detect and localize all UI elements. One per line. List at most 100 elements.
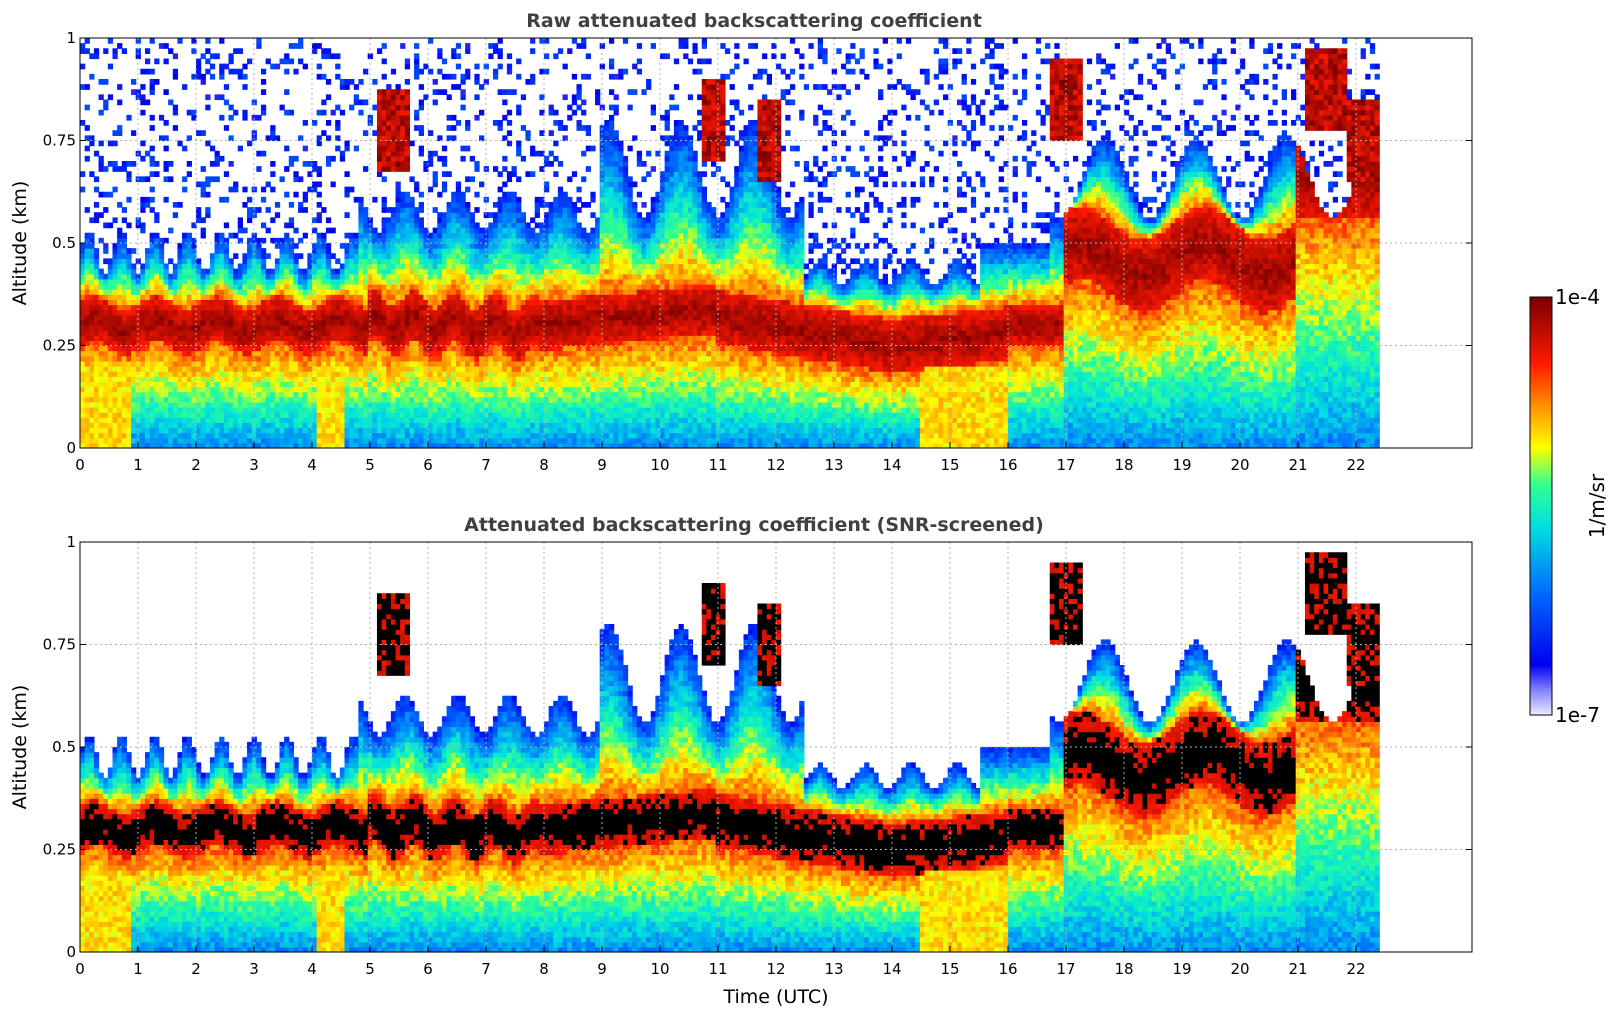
heatmap-cell: [177, 391, 183, 398]
heatmap-cell: [358, 79, 364, 85]
heatmap-cell: [539, 442, 545, 449]
heatmap-cell: [437, 360, 443, 367]
heatmap-cell: [182, 145, 188, 152]
heatmap-cell: [196, 284, 202, 290]
heatmap-cell: [117, 432, 123, 439]
heatmap-cell: [418, 325, 424, 331]
heatmap-cell: [93, 186, 100, 193]
heatmap-cell: [409, 366, 415, 372]
heatmap-cell: [367, 304, 373, 311]
heatmap-cell: [516, 109, 522, 116]
heatmap-cell: [325, 396, 332, 403]
heatmap-cell: [414, 53, 420, 60]
heatmap-cell: [539, 391, 545, 398]
heatmap-cell: [298, 360, 304, 367]
heatmap-cell: [177, 412, 183, 418]
heatmap-cell: [186, 360, 192, 367]
heatmap-cell: [404, 79, 411, 85]
heatmap-cell: [256, 150, 262, 157]
heatmap-cell: [186, 258, 192, 265]
heatmap-cell: [279, 422, 285, 429]
heatmap-cell: [293, 294, 299, 300]
heatmap-cell: [404, 407, 411, 413]
heatmap-cell: [330, 181, 336, 188]
heatmap-cell: [321, 407, 327, 413]
heatmap-cell: [321, 401, 327, 408]
heatmap-cell: [205, 268, 211, 275]
heatmap-cell: [274, 63, 281, 70]
heatmap-cell: [488, 53, 494, 60]
heatmap-cell: [492, 263, 499, 270]
heatmap-cell: [302, 350, 308, 357]
heatmap-cell: [93, 217, 100, 224]
heatmap-cell: [469, 217, 475, 224]
heatmap-cell: [89, 53, 95, 60]
heatmap-cell: [530, 263, 536, 270]
heatmap-cell: [298, 325, 304, 331]
heatmap-cell: [502, 135, 508, 142]
heatmap-cell: [260, 366, 267, 372]
heatmap-cell: [200, 381, 206, 388]
heatmap-cell: [237, 278, 243, 285]
heatmap-cell: [312, 442, 318, 449]
heatmap-cell: [344, 371, 350, 377]
heatmap-cell: [441, 319, 448, 326]
heatmap-cell: [400, 150, 406, 157]
heatmap-cell: [98, 407, 104, 413]
heatmap-cell: [144, 325, 151, 331]
heatmap-cell: [441, 155, 448, 162]
heatmap-cell: [325, 263, 332, 270]
heatmap-cell: [103, 340, 109, 347]
heatmap-cell: [530, 232, 536, 239]
heatmap-cell: [358, 99, 364, 106]
heatmap-cell: [400, 294, 406, 300]
heatmap-cell: [358, 232, 364, 239]
heatmap-cell: [219, 325, 225, 331]
heatmap-cell: [363, 278, 369, 285]
heatmap-cell: [209, 299, 216, 306]
heatmap-cell: [358, 391, 364, 398]
heatmap-cell: [460, 376, 466, 382]
heatmap-cell: [182, 401, 188, 408]
heatmap-cell: [520, 401, 527, 408]
heatmap-cell: [205, 412, 211, 418]
heatmap-cell: [196, 299, 202, 306]
heatmap-cell: [497, 304, 503, 311]
heatmap-cell: [177, 202, 183, 208]
heatmap-cell: [511, 314, 517, 321]
heatmap-cell: [353, 299, 359, 306]
heatmap-cell: [455, 366, 462, 372]
heatmap-cell: [516, 376, 522, 382]
heatmap-cell: [214, 427, 220, 434]
heatmap-cell: [479, 437, 485, 444]
heatmap-cell: [93, 202, 100, 208]
heatmap-cell: [390, 309, 397, 316]
heatmap-cell: [293, 366, 299, 372]
heatmap-cell: [302, 437, 308, 444]
heatmap-cell: [516, 432, 522, 439]
heatmap-cell: [219, 376, 225, 382]
heatmap-cell: [386, 253, 392, 259]
heatmap-cell: [293, 335, 299, 341]
heatmap-cell: [321, 391, 327, 398]
heatmap-cell: [121, 366, 127, 372]
heatmap-cell: [358, 309, 364, 316]
heatmap-cell: [274, 360, 281, 367]
heatmap-cell: [479, 237, 485, 244]
heatmap-cell: [321, 48, 327, 54]
heatmap-cell: [414, 422, 420, 429]
heatmap-cell: [349, 284, 355, 290]
heatmap-cell: [511, 258, 517, 265]
heatmap-cell: [223, 237, 230, 244]
heatmap-cell: [298, 273, 304, 280]
heatmap-cell: [335, 355, 341, 362]
heatmap-cell: [335, 284, 341, 290]
heatmap-cell: [186, 248, 192, 254]
heatmap-cell: [209, 325, 216, 331]
heatmap-cell: [107, 417, 114, 423]
heatmap-cell: [451, 207, 457, 213]
heatmap-cell: [89, 335, 95, 341]
heatmap-cell: [321, 273, 327, 280]
heatmap-cell: [502, 196, 508, 203]
heatmap-cell: [395, 94, 401, 101]
